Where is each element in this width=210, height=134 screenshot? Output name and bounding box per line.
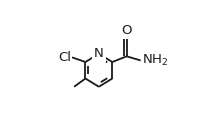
Text: N: N [94, 47, 104, 60]
Text: O: O [121, 24, 132, 37]
Text: NH$_2$: NH$_2$ [142, 53, 168, 68]
Text: Cl: Cl [58, 51, 71, 64]
